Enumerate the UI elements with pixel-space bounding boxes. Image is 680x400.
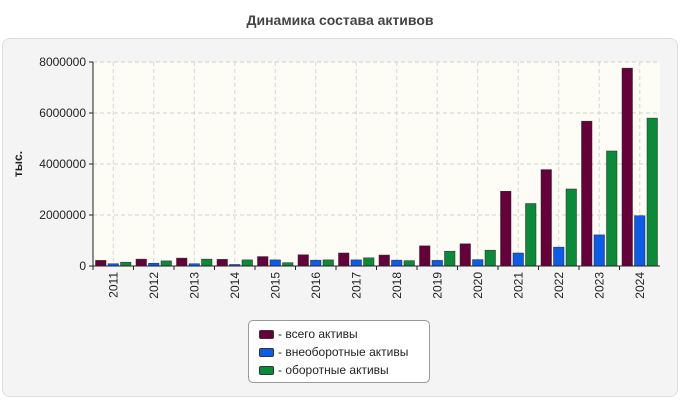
x-tick-label: 2012 bbox=[147, 272, 161, 299]
bar-current-2016 bbox=[322, 259, 334, 267]
bar-noncurrent-2024 bbox=[634, 215, 646, 267]
x-tick-label: 2021 bbox=[511, 272, 525, 299]
bar-total-2019 bbox=[419, 245, 431, 267]
bar-noncurrent-2017 bbox=[350, 259, 362, 267]
bar-noncurrent-2020 bbox=[472, 259, 484, 267]
bar-current-2018 bbox=[403, 260, 415, 267]
legend-swatch-total-assets bbox=[259, 329, 274, 339]
legend-item-total-assets: - всего активы bbox=[259, 325, 421, 343]
legend-item-current-assets: - оборотные активы bbox=[259, 361, 421, 379]
bar-current-2024 bbox=[646, 117, 658, 267]
x-tick-label: 2016 bbox=[309, 272, 323, 299]
x-tick-label: 2015 bbox=[268, 272, 282, 299]
bar-current-2017 bbox=[363, 257, 375, 267]
legend-label-current-assets: - оборотные активы bbox=[278, 363, 389, 377]
y-tick-label: 2000000 bbox=[39, 208, 86, 222]
bar-total-2016 bbox=[297, 254, 309, 267]
x-tick-label: 2011 bbox=[106, 272, 120, 298]
x-tick-label: 2014 bbox=[228, 272, 242, 299]
bar-current-2019 bbox=[444, 250, 456, 267]
legend: - всего активы - внеоборотные активы - о… bbox=[248, 320, 430, 383]
y-tick-label: 0 bbox=[79, 259, 86, 273]
bar-current-2011 bbox=[120, 261, 132, 267]
x-tick-label: 2013 bbox=[187, 272, 201, 299]
bar-current-2013 bbox=[201, 258, 213, 267]
x-tick-label: 2017 bbox=[349, 272, 363, 299]
bar-total-2012 bbox=[135, 258, 147, 267]
legend-label-noncurrent-assets: - внеоборотные активы bbox=[278, 345, 409, 359]
bar-noncurrent-2022 bbox=[553, 246, 565, 267]
bar-current-2012 bbox=[160, 260, 172, 267]
bar-current-2023 bbox=[606, 150, 618, 267]
x-tick-label: 2020 bbox=[471, 272, 485, 299]
legend-swatch-current-assets bbox=[259, 365, 274, 375]
bar-total-2021 bbox=[500, 191, 512, 267]
x-tick-label: 2022 bbox=[552, 272, 566, 299]
bar-noncurrent-2016 bbox=[310, 259, 322, 267]
bar-noncurrent-2023 bbox=[593, 234, 605, 267]
x-tick-label: 2019 bbox=[430, 272, 444, 299]
bar-noncurrent-2019 bbox=[431, 260, 443, 267]
x-tick-label: 2024 bbox=[633, 272, 647, 299]
bar-noncurrent-2021 bbox=[512, 252, 524, 267]
bar-total-2020 bbox=[459, 243, 471, 267]
bar-total-2015 bbox=[257, 256, 269, 267]
bar-total-2017 bbox=[338, 252, 350, 267]
bar-total-2014 bbox=[216, 259, 228, 267]
y-tick-label: 8000000 bbox=[39, 55, 86, 69]
legend-label-total-assets: - всего активы bbox=[278, 327, 358, 341]
bar-noncurrent-2018 bbox=[391, 259, 403, 267]
y-tick-label: 4000000 bbox=[39, 157, 86, 171]
bar-current-2020 bbox=[484, 249, 496, 267]
y-axis-label: тыс. bbox=[11, 151, 25, 177]
bar-noncurrent-2015 bbox=[269, 259, 281, 267]
bar-total-2011 bbox=[95, 260, 107, 267]
x-tick-label: 2023 bbox=[592, 272, 606, 299]
bar-total-2013 bbox=[176, 257, 188, 267]
bar-current-2021 bbox=[525, 203, 537, 267]
y-tick-label: 6000000 bbox=[39, 106, 86, 120]
chart-title: Динамика состава активов bbox=[246, 12, 434, 28]
legend-swatch-noncurrent-assets bbox=[259, 347, 274, 357]
bar-total-2022 bbox=[540, 169, 552, 267]
bar-total-2018 bbox=[378, 254, 390, 267]
bar-current-2022 bbox=[565, 188, 577, 267]
legend-item-noncurrent-assets: - внеоборотные активы bbox=[259, 343, 421, 361]
bar-total-2024 bbox=[621, 67, 633, 267]
bar-current-2014 bbox=[241, 259, 253, 267]
bar-total-2023 bbox=[581, 120, 593, 267]
x-tick-label: 2018 bbox=[390, 272, 404, 299]
